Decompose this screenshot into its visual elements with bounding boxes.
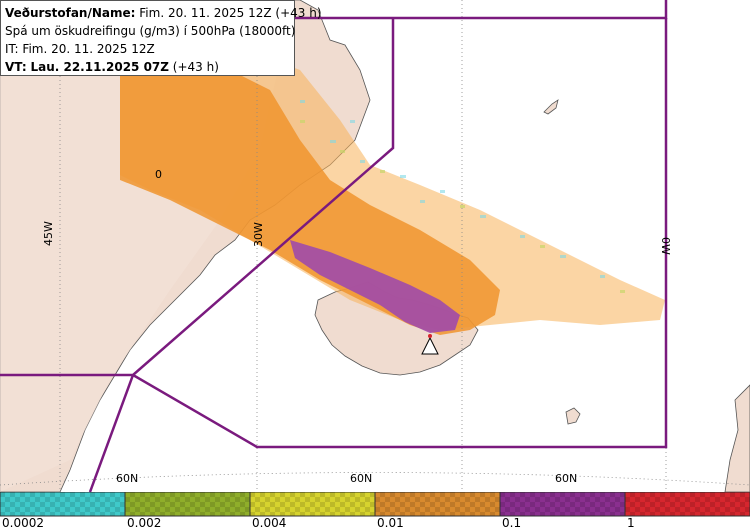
ash-dispersion-map: 45W 30W 0W 60N 60N 60N 0 [0,0,750,492]
info-line-4: VT: Lau. 22.11.2025 07Z (+43 h) [5,60,219,74]
info-line-3: IT: Fim. 20. 11. 2025 12Z [5,42,155,56]
forecast-info-box: Veðurstofan/Name: Fim. 20. 11. 2025 12Z … [0,0,322,76]
legend-tick-label: 0.0002 [2,516,44,530]
lon-label-0w: 0W [659,237,672,255]
legend-tick-label: 0.002 [127,516,162,530]
eruption-point [428,334,432,338]
legend-tick-label: 0.01 [377,516,404,530]
ash-speckles-green [300,120,625,293]
legend-swatch-pattern-5 [500,492,625,516]
legend-swatch-pattern-2 [125,492,250,516]
faroe-islands [565,407,581,425]
lat-label-60n-b: 60N [350,472,372,485]
fir-boundary [0,0,668,492]
lon-label-30w: 30W [252,222,265,247]
lat-label-60n-c: 60N [555,472,577,485]
ash-plume-high [290,240,460,333]
contour-label: 0 [155,168,162,181]
legend-tick-label: 0.1 [502,516,522,530]
jan-mayen [543,99,559,115]
info-line-2: Spá um öskudreifingu (g/m3) í 500hPa (18… [5,24,296,38]
lat-label-60n-a: 60N [116,472,138,485]
legend-swatch-pattern-4 [375,492,500,516]
legend-swatch-pattern-1 [0,492,125,516]
info-line-1: Veðurstofan/Name: Fim. 20. 11. 2025 12Z … [5,6,322,20]
volcano-marker-icon [421,336,439,355]
legend-tick-label: 0.004 [252,516,287,530]
legend-tick-label: 1 [627,516,635,530]
scandinavia-edge [724,384,750,492]
ash-plume-mid [120,60,500,335]
legend-swatch-pattern-3 [250,492,375,516]
concentration-legend [0,492,750,517]
lon-label-45w: 45W [42,221,55,246]
legend-swatch-pattern-6 [625,492,750,516]
